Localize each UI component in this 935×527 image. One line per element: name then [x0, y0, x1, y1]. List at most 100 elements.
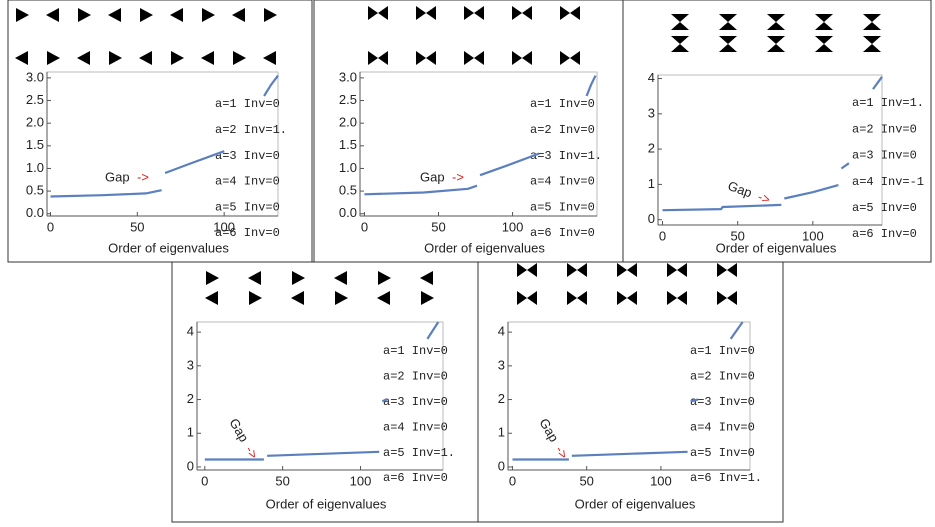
inv-label: a=1 Inv=0	[530, 97, 595, 111]
shape-icon	[667, 263, 687, 277]
shape-icon	[767, 14, 785, 30]
y-tick-label: 3	[648, 105, 655, 120]
shape-icon	[77, 51, 90, 65]
inv-label: a=1 Inv=1.	[852, 96, 924, 110]
shape-icon	[46, 8, 59, 22]
eigenvalue-line	[364, 75, 597, 196]
shape-icon	[719, 14, 737, 30]
shape-icon	[567, 263, 587, 277]
shape-icon	[291, 291, 304, 305]
shape-icon	[202, 8, 215, 22]
x-tick-label: 100	[350, 473, 372, 488]
inv-label: a=3 Inv=1.	[530, 149, 602, 163]
eigenvalue-line	[512, 321, 744, 461]
gap-text: Gap	[726, 178, 754, 201]
shape-icon	[368, 51, 388, 65]
gap-text: Gap	[536, 416, 561, 445]
y-tick-label: 1	[498, 425, 505, 440]
y-tick-label: 2.0	[26, 115, 44, 130]
inv-label: a=3 Inv=0	[215, 149, 280, 163]
shape-icon	[108, 8, 121, 22]
y-tick-label: 2	[648, 141, 655, 156]
x-tick-label: 50	[730, 228, 744, 243]
shape-icon	[420, 271, 433, 285]
y-tick-label: 2.0	[339, 115, 357, 130]
panel: 0.0 0.5 1.0 1.5 2.0 2.5 3.0 0 50 100 Order of eige…	[313, 0, 624, 263]
shape-icon	[671, 36, 689, 52]
x-tick-label: 50	[130, 219, 144, 234]
y-tick-label: 1.5	[339, 137, 357, 152]
inv-label: a=1 Inv=0	[383, 344, 448, 358]
gap-annotation: Gap->	[726, 178, 772, 207]
shape-icon	[15, 51, 28, 65]
x-tick-label: 0	[201, 473, 208, 488]
inv-label: a=1 Inv=0	[215, 97, 280, 111]
inv-label: a=6 Inv=0	[852, 227, 917, 241]
inv-label: a=6 Inv=0	[530, 226, 595, 240]
panel: 0 1 2 3 4 0 50 100 Order of eigenvalues a=1 Inv=0…	[477, 261, 784, 523]
y-tick-label: 1	[187, 425, 194, 440]
gap-text: Gap	[226, 416, 251, 445]
y-tick-label: 0	[648, 211, 655, 226]
shape-icon	[171, 51, 184, 65]
y-tick-label: 3	[498, 357, 505, 372]
x-tick-label: 0	[659, 228, 666, 243]
shape-icon	[109, 51, 122, 65]
y-tick-label: 3.0	[339, 69, 357, 84]
y-tick-label: 3.0	[26, 69, 44, 84]
shape-icon	[378, 271, 391, 285]
y-tick-label: 1.0	[26, 160, 44, 175]
inv-label: a=2 Inv=0	[383, 370, 448, 384]
y-tick-label: 1.5	[26, 137, 44, 152]
gap-text: Gap	[420, 169, 445, 184]
y-tick-label: 0.5	[26, 183, 44, 198]
y-tick-label: 0	[187, 458, 194, 473]
inv-label: a=2 Inv=1.	[215, 123, 287, 137]
shape-icon	[719, 36, 737, 52]
inv-label: a=6 Inv=1.	[690, 471, 762, 485]
x-axis-label: Order of eigenvalues	[108, 240, 229, 255]
eigenvalue-line	[204, 321, 440, 461]
inv-label: a=5 Inv=0	[530, 200, 595, 214]
gap-arrow: ->	[137, 169, 149, 184]
eigenvalue-line	[50, 74, 279, 198]
shape-icon	[377, 291, 390, 305]
shape-icon	[815, 14, 833, 30]
plot-frame	[46, 71, 279, 217]
shape-icon	[249, 291, 262, 305]
shape-icon	[464, 51, 484, 65]
shape-icon	[512, 6, 532, 20]
gap-annotation: Gap->	[536, 416, 571, 462]
panel: 0 1 2 3 4 0 50 100 Order of eigenvalues a=1 Inv=0…	[171, 261, 479, 523]
shape-icon	[560, 6, 580, 20]
y-tick-label: 2.5	[339, 92, 357, 107]
inv-label: a=3 Inv=0	[852, 149, 917, 163]
inv-label: a=3 Inv=0	[690, 395, 755, 409]
inv-label: a=4 Inv=0	[383, 420, 448, 434]
inv-label: a=1 Inv=0	[690, 344, 755, 358]
shape-icon	[815, 36, 833, 52]
shape-icon	[416, 6, 436, 20]
y-tick-label: 2	[498, 391, 505, 406]
x-tick-label: 100	[213, 219, 235, 234]
panel-border	[7, 0, 313, 263]
shape-icon	[47, 51, 60, 65]
gap-annotation: Gap->	[420, 169, 464, 184]
inv-label: a=4 Inv=0	[690, 420, 755, 434]
y-tick-label: 0.5	[339, 183, 357, 198]
inv-label: a=5 Inv=1.	[383, 446, 455, 460]
shape-icon	[16, 8, 29, 22]
shape-icon	[205, 291, 218, 305]
gap-arrow: ->	[756, 189, 772, 207]
inv-label: a=2 Inv=0	[852, 122, 917, 136]
gap-text: Gap	[105, 169, 130, 184]
y-tick-label: 2.5	[26, 92, 44, 107]
inv-label: a=5 Inv=0	[215, 200, 280, 214]
y-tick-label: 4	[498, 324, 505, 339]
inv-label: a=2 Inv=0	[690, 370, 755, 384]
shape-icon	[368, 6, 388, 20]
x-tick-label: 50	[579, 473, 593, 488]
shape-icon	[335, 291, 348, 305]
y-tick-label: 4	[187, 324, 194, 339]
